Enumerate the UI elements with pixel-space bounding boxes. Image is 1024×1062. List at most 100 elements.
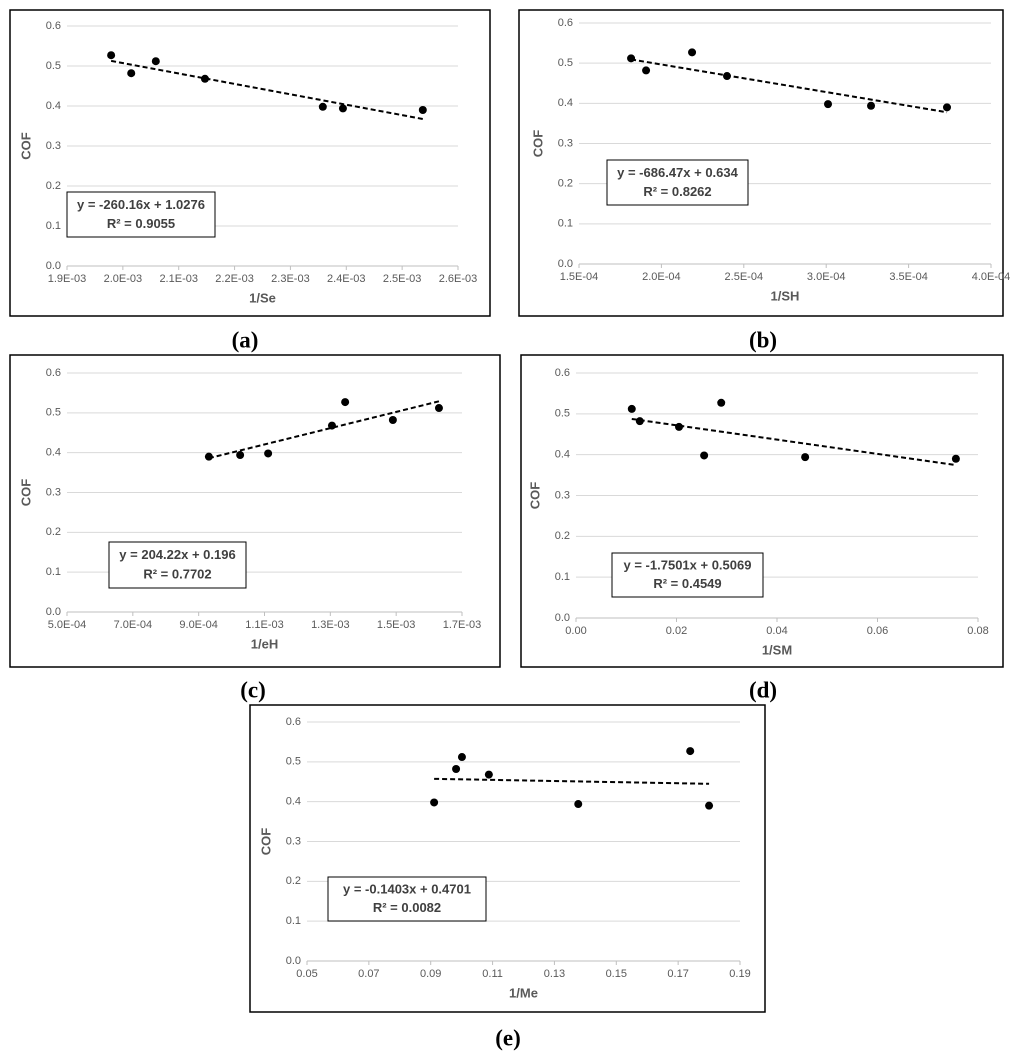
y-tick-label: 0.1: [46, 220, 61, 232]
y-tick-label: 0.0: [555, 612, 570, 624]
y-tick-label: 0.3: [555, 489, 570, 501]
x-tick-label: 1.7E-03: [443, 619, 482, 631]
x-tick-label: 4.0E-04: [972, 271, 1011, 283]
data-point: [107, 51, 116, 60]
y-tick-label: 0.4: [286, 796, 301, 808]
data-point: [635, 417, 644, 426]
x-tick-label: 0.11: [482, 968, 503, 980]
x-tick-label: 0.05: [296, 968, 317, 980]
r-squared: R² = 0.9055: [107, 216, 175, 231]
data-point: [338, 104, 347, 113]
x-axis-title: 1/SM: [762, 642, 792, 657]
y-tick-label: 0.4: [46, 447, 61, 459]
y-tick-label: 0.1: [46, 566, 61, 578]
data-point: [200, 74, 209, 83]
data-point: [675, 422, 684, 431]
x-tick-label: 1.5E-03: [377, 619, 416, 631]
x-tick-label: 0.07: [358, 968, 379, 980]
y-tick-label: 0.2: [558, 178, 573, 190]
data-point: [688, 48, 697, 57]
y-axis-title: COF: [527, 482, 542, 510]
panel-frame: [9, 354, 501, 668]
data-point: [457, 753, 466, 762]
y-tick-label: 0.2: [555, 530, 570, 542]
x-tick-label: 5.0E-04: [48, 619, 87, 631]
x-tick-label: 1.5E-04: [560, 271, 599, 283]
y-tick-label: 0.4: [558, 97, 573, 109]
data-point: [951, 454, 960, 463]
x-tick-label: 0.19: [729, 968, 750, 980]
x-tick-label: 1.1E-03: [245, 619, 284, 631]
data-point: [327, 421, 336, 430]
trend-equation: y = -0.1403x + 0.4701: [343, 882, 471, 897]
y-tick-label: 0.5: [46, 407, 61, 419]
x-tick-label: 9.0E-04: [179, 619, 218, 631]
equation-box: [606, 159, 749, 206]
data-point: [824, 100, 833, 109]
y-tick-label: 0.2: [46, 180, 61, 192]
data-point: [801, 453, 810, 462]
r-squared: R² = 0.8262: [643, 184, 711, 199]
x-tick-label: 2.0E-04: [642, 271, 681, 283]
data-point: [341, 398, 350, 407]
y-tick-label: 0.5: [555, 408, 570, 420]
data-point: [686, 747, 695, 756]
y-tick-label: 0.0: [558, 258, 573, 270]
x-tick-label: 2.6E-03: [439, 273, 478, 285]
x-tick-label: 2.5E-03: [383, 273, 422, 285]
y-tick-label: 0.6: [555, 367, 570, 379]
y-tick-label: 0.1: [286, 915, 301, 927]
equation-box: [611, 552, 764, 598]
data-point: [452, 765, 461, 774]
x-tick-label: 0.04: [766, 625, 787, 637]
x-tick-label: 0.02: [666, 625, 687, 637]
y-tick-label: 0.2: [46, 526, 61, 538]
x-tick-label: 1.9E-03: [48, 273, 87, 285]
y-axis-title: COF: [18, 132, 33, 160]
y-tick-label: 0.0: [286, 955, 301, 967]
y-tick-label: 0.0: [46, 260, 61, 272]
x-tick-label: 2.1E-03: [159, 273, 198, 285]
r-squared: R² = 0.7702: [143, 567, 211, 582]
x-axis-title: 1/Me: [509, 985, 538, 1000]
panel-caption: (e): [495, 1025, 521, 1050]
y-tick-label: 0.3: [558, 137, 573, 149]
panel-caption: (c): [240, 677, 266, 702]
equation-box: [327, 876, 487, 922]
x-tick-label: 7.0E-04: [114, 619, 153, 631]
y-tick-label: 0.1: [555, 571, 570, 583]
data-point: [418, 106, 427, 114]
x-tick-label: 2.4E-03: [327, 273, 366, 285]
data-point: [700, 451, 709, 460]
trendline: [208, 400, 440, 460]
y-tick-label: 0.3: [46, 486, 61, 498]
x-tick-label: 0.00: [565, 625, 586, 637]
data-point: [574, 800, 583, 809]
x-tick-label: 3.5E-04: [889, 271, 928, 283]
data-point: [236, 451, 245, 460]
y-axis-title: COF: [258, 828, 273, 856]
trend-equation: y = -260.16x + 1.0276: [77, 197, 205, 212]
y-tick-label: 0.3: [286, 835, 301, 847]
trendline: [631, 417, 957, 467]
data-point: [722, 72, 731, 81]
data-point: [264, 449, 273, 458]
y-tick-label: 0.6: [46, 20, 61, 32]
data-point: [204, 452, 213, 461]
data-point: [430, 798, 439, 807]
data-point: [151, 57, 160, 66]
trendline: [630, 58, 948, 114]
panel-caption: (b): [749, 327, 777, 352]
panel-frame: [518, 9, 1004, 317]
y-tick-label: 0.3: [46, 140, 61, 152]
y-tick-label: 0.2: [286, 875, 301, 887]
x-tick-label: 2.5E-04: [725, 271, 764, 283]
x-axis-title: 1/eH: [251, 636, 278, 651]
data-point: [627, 404, 636, 413]
r-squared: R² = 0.0082: [373, 900, 441, 915]
y-axis-title: COF: [530, 130, 545, 158]
x-tick-label: 0.06: [867, 625, 888, 637]
x-tick-label: 0.08: [967, 625, 988, 637]
x-tick-label: 1.3E-03: [311, 619, 350, 631]
